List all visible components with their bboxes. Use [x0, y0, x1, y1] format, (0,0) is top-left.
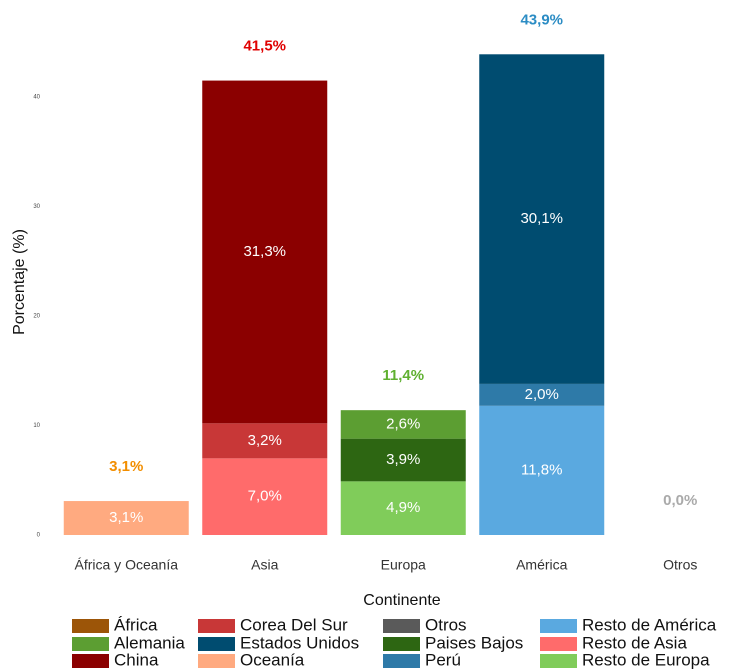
total-label: 0,0%: [663, 492, 697, 509]
value-label: 30,1%: [520, 210, 563, 227]
bar-segment: [63, 501, 189, 535]
total-label: 3,1%: [109, 458, 143, 475]
value-label: 3,2%: [248, 432, 282, 449]
value-label: 31,3%: [243, 243, 286, 260]
y-tick-label: 40: [33, 95, 40, 101]
y-tick-label: 30: [33, 204, 40, 210]
x-tick-label: Europa: [381, 557, 426, 573]
value-label: 2,6%: [386, 415, 420, 432]
value-label: 11,8%: [521, 461, 562, 478]
legend-swatch: [540, 654, 577, 668]
legend-label: Alemania: [114, 633, 185, 652]
value-label: 3,1%: [109, 509, 143, 526]
legend-label: Paises Bajos: [425, 633, 523, 652]
value-label: 2,0%: [525, 386, 559, 403]
value-label: 3,9%: [386, 451, 420, 468]
y-axis-title: Porcentaje (%): [11, 229, 28, 335]
legend-swatch: [383, 637, 420, 651]
total-label: 11,4%: [382, 367, 424, 384]
value-label: 4,9%: [386, 499, 420, 516]
bar-segment: [202, 423, 328, 459]
legend-swatch: [72, 654, 109, 668]
legend-swatch: [383, 654, 420, 668]
legend-label: Estados Unidos: [240, 633, 359, 652]
y-tick-label: 20: [33, 314, 40, 320]
legend-label: China: [114, 650, 159, 669]
legend-swatch: [72, 619, 109, 633]
legend-swatch: [383, 619, 420, 633]
bar-segment: [479, 54, 605, 384]
bar-segment: [202, 80, 328, 424]
legend-label: Corea Del Sur: [240, 615, 348, 634]
x-tick-label: Otros: [663, 557, 697, 573]
y-tick-label: 0: [37, 533, 41, 539]
legend-swatch: [198, 637, 235, 651]
legend-label: Otros: [425, 615, 467, 634]
total-label: 41,5%: [243, 38, 286, 55]
legend-label: Resto de Asia: [582, 633, 687, 652]
bar-segment: [202, 458, 328, 535]
legend-swatch: [72, 637, 109, 651]
legend-label: Resto de Europa: [582, 650, 710, 669]
legend-swatch: [198, 619, 235, 633]
legend-label: África: [114, 615, 158, 634]
legend-label: Perú: [425, 650, 461, 669]
bar-segment: [479, 383, 605, 406]
bar-segment: [479, 405, 605, 535]
x-tick-label: América: [516, 557, 568, 573]
x-tick-label: África y Oceanía: [75, 557, 179, 573]
total-label: 43,9%: [520, 11, 563, 28]
legend-swatch: [198, 654, 235, 668]
legend-swatch: [540, 619, 577, 633]
value-label: 7,0%: [248, 488, 282, 505]
x-tick-label: Asia: [251, 557, 278, 573]
legend-label: Resto de América: [582, 615, 717, 634]
legend-swatch: [540, 637, 577, 651]
legend-label: Oceanía: [240, 650, 305, 669]
y-tick-label: 10: [33, 423, 40, 429]
bar-segment: [340, 438, 466, 482]
x-axis-title: Continente: [363, 592, 440, 609]
bar-segment: [340, 481, 466, 535]
bar-segment: [340, 410, 466, 439]
